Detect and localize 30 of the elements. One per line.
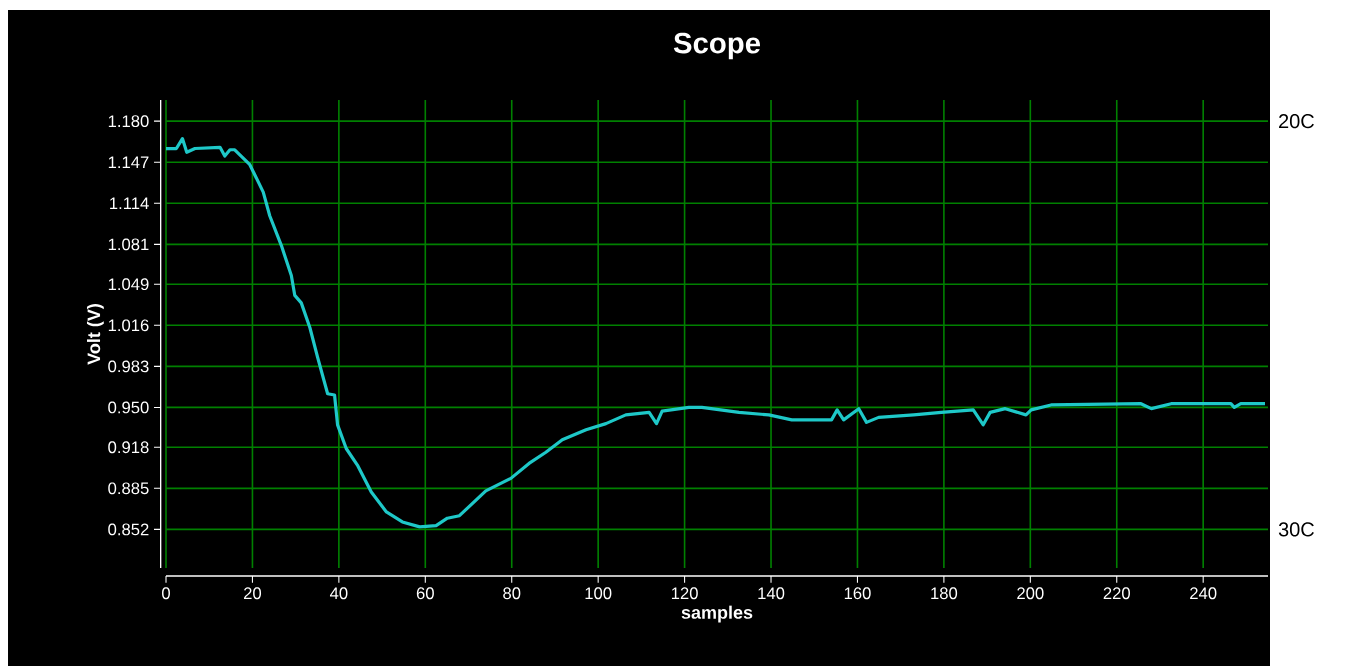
y-tick-label: 0.950 (108, 401, 149, 414)
y-tick-label: 1.016 (108, 319, 149, 332)
y-tick-label: 1.180 (108, 115, 149, 128)
y-tick-label: 1.147 (108, 156, 149, 168)
x-tick-label: 40 (329, 587, 348, 600)
y-tick-label: 1.081 (108, 238, 149, 251)
x-tick-label: 80 (503, 587, 521, 600)
y-tick-label: 0.918 (108, 441, 149, 454)
x-tick-label: 180 (931, 587, 958, 600)
x-tick-label: 160 (844, 587, 871, 600)
text: 20C (1279, 114, 1314, 129)
x-tick-label: 140 (758, 587, 785, 600)
x-tick-label: 100 (585, 587, 612, 600)
x-tick-label: 20 (244, 587, 262, 600)
y-tick-label: 0.885 (108, 482, 149, 495)
chart-title: Scope (673, 32, 761, 60)
x-tick-label: 200 (1017, 587, 1044, 600)
y-axis-title: Volt (V) (86, 304, 104, 365)
x-tick-label: 60 (416, 587, 434, 600)
y-tick-label: 0.852 (108, 523, 149, 536)
text: 30C (1278, 522, 1314, 537)
x-tick-label: 240 (1190, 587, 1217, 600)
y-tick-label: 1.049 (108, 278, 149, 291)
x-tick-label: 0 (162, 587, 170, 600)
x-tick-label: 220 (1103, 587, 1130, 600)
y-tick-label: 1.114 (110, 197, 149, 210)
x-axis-title: samples (681, 605, 753, 623)
y-tick-label: 0.983 (108, 360, 149, 373)
x-tick-label: 120 (671, 587, 698, 600)
line-series (166, 136, 1267, 529)
